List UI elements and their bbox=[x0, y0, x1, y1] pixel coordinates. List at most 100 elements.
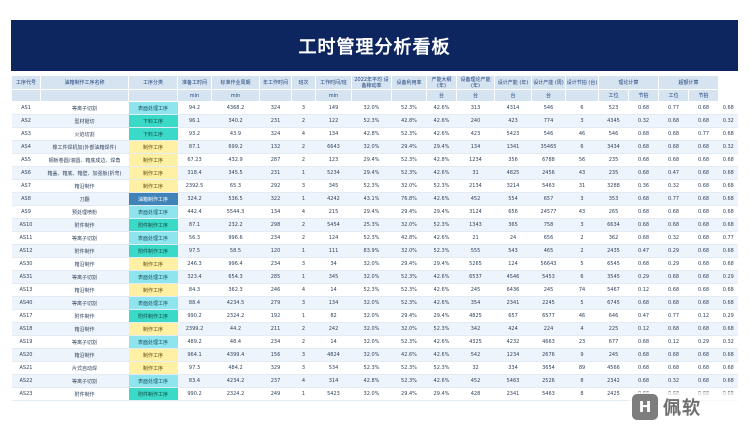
process-category: 表面处理工序 bbox=[128, 374, 178, 388]
table-row[interactable]: AS5 钢板卷圆/滚圆、箱底成边、焊角 制作工序 67.23 432.9 287 2 123 2… bbox=[11, 153, 738, 167]
table-cell: 0.68 bbox=[688, 166, 719, 180]
table-cell: 0.68 bbox=[688, 140, 719, 154]
table-row[interactable]: AS9 预处理喷粉 表面处理工序 442.4 5544.3 134 4 215 29.4% 29.… bbox=[11, 205, 738, 219]
process-category: 下料工序 bbox=[128, 114, 178, 128]
table-cell: 42.6% bbox=[426, 348, 457, 362]
table-cell: 42.6% bbox=[426, 283, 457, 297]
process-name: 等离子切割 bbox=[40, 101, 129, 115]
table-cell: 758 bbox=[531, 218, 566, 232]
table-cell: 52.3% bbox=[351, 231, 392, 245]
table-cell: 0.68 bbox=[628, 296, 659, 310]
table-row[interactable]: AS7 箱沿制作 制作工序 2392.5 65.3 292 3 345 52.3% 32.0% 52… bbox=[11, 179, 738, 193]
table-cell: 536.5 bbox=[211, 192, 260, 206]
table-cell: 29.4% bbox=[391, 257, 427, 271]
process-code: AS19 bbox=[11, 335, 41, 349]
table-cell: 42.8% bbox=[391, 114, 427, 128]
table-cell: 35465 bbox=[531, 140, 566, 154]
table-cell: 29.4% bbox=[351, 205, 392, 219]
table-row[interactable]: AS30 箱沿制作 制作工序 246.3 996.4 234 3 34 32.0% 29.4% 29… bbox=[11, 257, 738, 271]
table-cell: 52.3% bbox=[391, 283, 427, 297]
table-cell: 2342 bbox=[598, 374, 629, 388]
table-cell: 249 bbox=[259, 387, 292, 401]
table-cell: 0.68 bbox=[718, 205, 738, 219]
table-cell: 3434 bbox=[598, 140, 629, 154]
table-row[interactable]: AS23 附件制作 附件制作工序 990.2 2324.2 249 1 5423 32.0% 29… bbox=[11, 387, 738, 401]
table-cell: 4242 bbox=[315, 192, 352, 206]
table-cell: 0.68 bbox=[688, 322, 719, 336]
table-cell: 0.32 bbox=[718, 140, 738, 154]
table-cell: 29.4% bbox=[351, 166, 392, 180]
table-cell: 2425 bbox=[598, 387, 629, 401]
table-cell: 3654 bbox=[531, 361, 566, 375]
table-row[interactable]: AS6 箱盖、箱底、箱壁、加强板(折弯) 制作工序 318.4 345.5 231 1 523… bbox=[11, 166, 738, 180]
table-row[interactable]: AS10 附件制作 附件制作工序 87.1 232.2 298 2 5454 25.3% 32.0… bbox=[11, 218, 738, 232]
table-cell: 657 bbox=[531, 192, 566, 206]
table-cell: 225 bbox=[598, 322, 629, 336]
table-cell: 292 bbox=[259, 179, 292, 193]
process-category: 表面处理工序 bbox=[128, 270, 178, 284]
table-cell: 29.4% bbox=[391, 140, 427, 154]
process-code: AS4 bbox=[11, 140, 41, 154]
table-row[interactable]: AS40 等离子切割 表面处理工序 88.4 4234.5 279 3 134 32.0% 52.… bbox=[11, 296, 738, 310]
table-cell: 5463 bbox=[531, 387, 566, 401]
table-row[interactable]: AS31 等离子切割 表面处理工序 323.4 654.3 285 1 345 32.0% 52.… bbox=[11, 270, 738, 284]
table-cell: 52.3% bbox=[391, 361, 427, 375]
table-cell: 122 bbox=[315, 114, 352, 128]
table-cell: 29.4% bbox=[391, 309, 427, 323]
table-row[interactable]: AS12 附件制作 附件制作工序 97.5 58.5 120 1 111 83.9% 32.0% 5… bbox=[11, 244, 738, 258]
table-cell: 432.9 bbox=[211, 153, 260, 167]
table-cell: 265 bbox=[598, 205, 629, 219]
table-cell: 0.68 bbox=[688, 244, 719, 258]
table-row[interactable]: AS22 等离子切割 表面处理工序 83.4 4234.2 237 4 314 42.8% 52.… bbox=[11, 374, 738, 388]
table-cell: 0.68 bbox=[688, 192, 719, 206]
table-cell: 134 bbox=[456, 140, 495, 154]
table-cell: 29.4% bbox=[426, 205, 457, 219]
table-cell: 67.23 bbox=[177, 153, 212, 167]
table-cell: 1 bbox=[291, 270, 316, 284]
column-unit bbox=[128, 89, 178, 102]
table-cell: 2 bbox=[291, 218, 316, 232]
table-cell: 52.3% bbox=[426, 244, 457, 258]
column-header: 2022年平均 设备稼动率 bbox=[351, 75, 392, 90]
table-row[interactable]: AS17 附件制作 附件制作工序 990.2 2324.2 192 1 82 32.0% 29.4… bbox=[11, 309, 738, 323]
table-cell: 1234 bbox=[456, 153, 495, 167]
column-header: 标准作业周期 bbox=[211, 75, 260, 90]
table-cell: 0.68 bbox=[688, 270, 719, 284]
table-cell: 3124 bbox=[456, 205, 495, 219]
table-cell: 465 bbox=[531, 244, 566, 258]
table-row[interactable]: AS2 型材锯切 下料工序 96.1 340.2 231 2 122 52.3% 42.8% 42.… bbox=[11, 114, 738, 128]
table-cell: 52.3% bbox=[391, 296, 427, 310]
table-cell: 56.3 bbox=[177, 231, 212, 245]
work-hour-table: 工序代号 油箱制作工序名称 工序分类 准备工时间 标准作业周期 年工作时间 班次 工作时间/班… bbox=[11, 75, 738, 401]
table-row[interactable]: AS20 箱沿制作 制作工序 964.1 4399.4 156 3 4824 32.0% 42.6… bbox=[11, 348, 738, 362]
table-cell: 23 bbox=[565, 335, 599, 349]
table-cell: 0.68 bbox=[718, 296, 738, 310]
table-cell: 29.4% bbox=[426, 387, 457, 401]
table-cell: 0.47 bbox=[628, 244, 659, 258]
table-row[interactable]: AS18 箱沿制作 制作工序 2399.2 44.2 211 2 242 32.0% 32.0% 5… bbox=[11, 322, 738, 336]
brand-watermark: H 佩软 bbox=[628, 392, 744, 422]
table-cell: 322 bbox=[259, 192, 292, 206]
table-row[interactable]: AS8 刀翻 油箱制作工序 324.2 536.5 322 1 4242 43.1% 76.8% 4… bbox=[11, 192, 738, 206]
column-header: 设备理论产能 (年) bbox=[456, 75, 495, 90]
table-cell: 654.3 bbox=[211, 270, 260, 284]
table-row[interactable]: AS4 橡工件焊机加(外部油箱焊件) 制作工序 87.1 699.2 132 2 6643 32… bbox=[11, 140, 738, 154]
table-cell: 0.68 bbox=[658, 140, 689, 154]
table-cell: 0.12 bbox=[628, 322, 659, 336]
process-code: AS22 bbox=[11, 374, 41, 388]
table-row[interactable]: AS11 等离子切割 表面处理工序 56.3 996.6 234 2 124 52.3% 42.8… bbox=[11, 231, 738, 245]
table-cell: 318.4 bbox=[177, 166, 212, 180]
process-name: 等离子切割 bbox=[40, 296, 129, 310]
process-code: AS17 bbox=[11, 309, 41, 323]
table-cell: 156 bbox=[259, 348, 292, 362]
table-row[interactable]: AS13 箱沿制作 制作工序 84.3 362.3 246 4 14 52.3% 52.3% 42.… bbox=[11, 283, 738, 297]
process-code: AS23 bbox=[11, 387, 41, 401]
table-cell: 0.29 bbox=[688, 335, 719, 349]
table-row[interactable]: AS21 片式自动焊 制作工序 97.3 484.2 329 3 534 52.3% 52.3% 5… bbox=[11, 361, 738, 375]
table-cell: 46 bbox=[565, 127, 599, 141]
table-cell: 0.68 bbox=[718, 192, 738, 206]
table-row[interactable]: AS19 等离子切割 表面处理工序 489.2 48.4 234 2 14 32.0% 52.3%… bbox=[11, 335, 738, 349]
table-row[interactable]: AS3 火焰切割 下料工序 93.2 43.9 324 4 134 42.8% 52.3% 42.6… bbox=[11, 127, 738, 141]
table-row[interactable]: AS1 等离子切割 表面处理工序 94.2 4368.2 324 3 149 32.0% 52.3… bbox=[11, 101, 738, 115]
table-cell: 0.29 bbox=[718, 309, 738, 323]
